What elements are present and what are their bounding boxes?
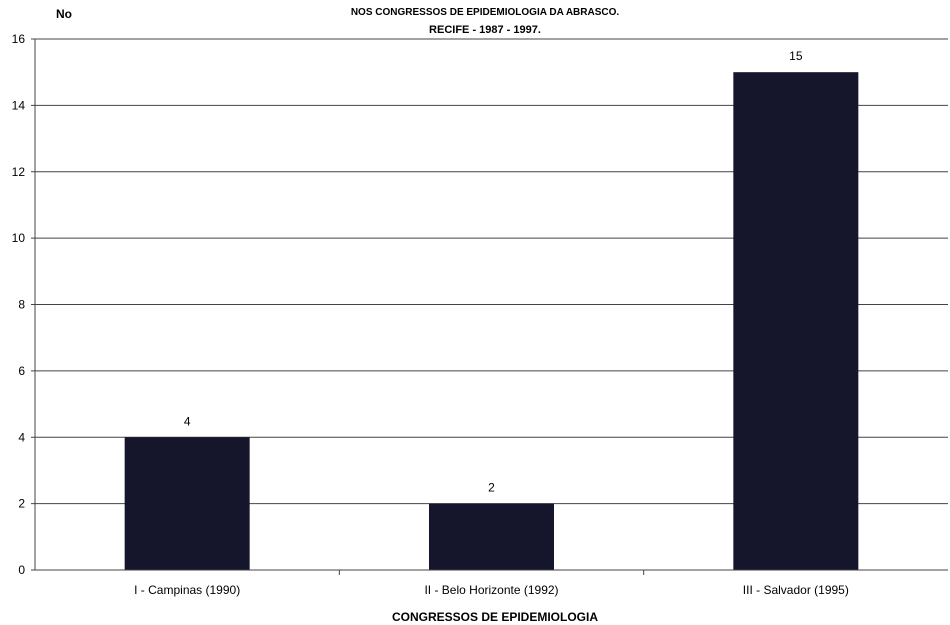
y-tick-label: 0 xyxy=(18,563,25,577)
y-tick-label: 6 xyxy=(18,364,25,378)
x-axis-label: CONGRESSOS DE EPIDEMIOLOGIA xyxy=(392,610,598,624)
x-axis xyxy=(34,39,948,575)
data-label: 2 xyxy=(488,481,495,495)
x-tick-label: I - Campinas (1990) xyxy=(134,583,240,597)
y-tick-label: 12 xyxy=(12,165,26,179)
bar xyxy=(733,72,859,570)
bar xyxy=(429,503,554,570)
x-tick-label: III - Salvador (1995) xyxy=(743,583,849,597)
bars xyxy=(124,72,859,570)
data-label: 4 xyxy=(184,414,191,428)
data-label: 15 xyxy=(789,49,803,63)
x-tick-label: II - Belo Horizonte (1992) xyxy=(424,583,558,597)
y-axis-label: No xyxy=(56,7,72,21)
bar xyxy=(124,437,250,570)
chart-title: NOS CONGRESSOS DE EPIDEMIOLOGIA DA ABRAS… xyxy=(351,7,620,18)
y-tick-label: 10 xyxy=(12,231,26,245)
y-axis-ticks: 0 2 4 6 8 10 12 14 16 xyxy=(12,32,35,577)
y-tick-label: 8 xyxy=(18,298,25,312)
y-tick-label: 2 xyxy=(18,497,25,511)
value-labels: 4 2 15 xyxy=(184,49,803,494)
chart-subtitle: RECIFE - 1987 - 1997. xyxy=(429,24,541,36)
x-axis-categories: I - Campinas (1990) II - Belo Horizonte (… xyxy=(134,583,849,597)
y-tick-label: 4 xyxy=(18,430,25,444)
y-tick-label: 16 xyxy=(12,32,26,46)
y-tick-label: 14 xyxy=(12,98,26,112)
